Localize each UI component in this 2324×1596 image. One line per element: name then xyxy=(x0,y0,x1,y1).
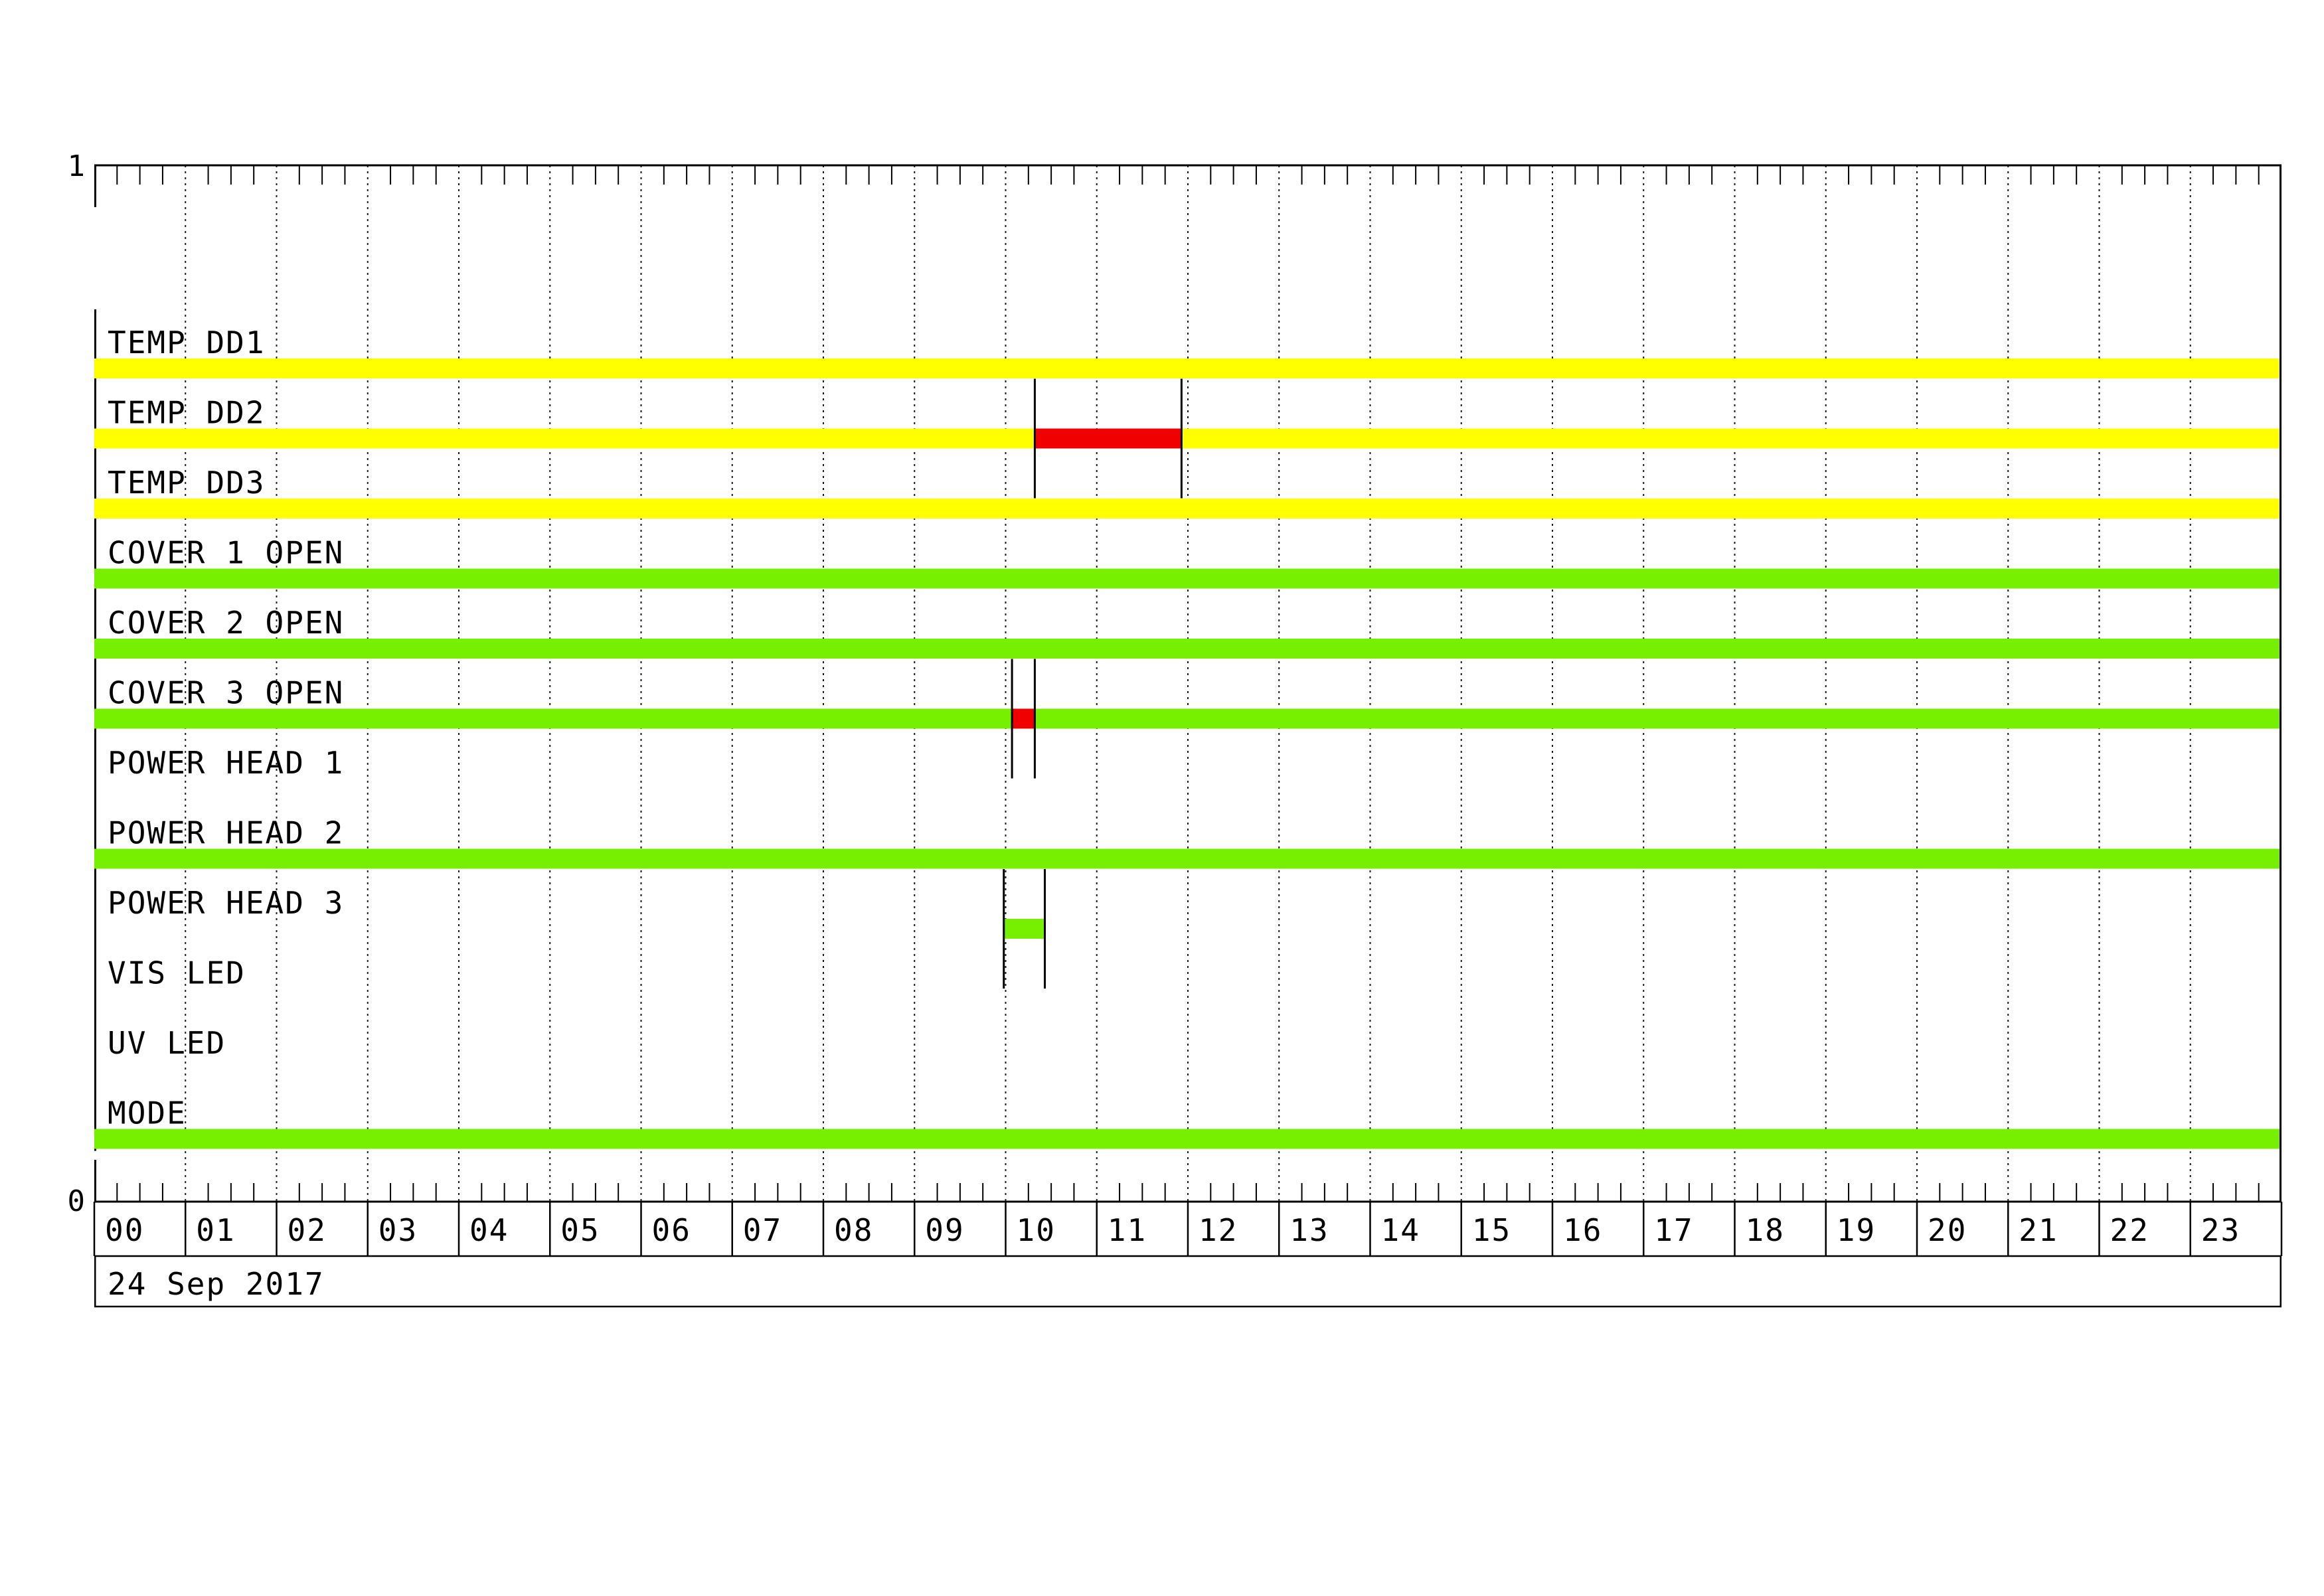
status-bar-segment xyxy=(94,499,2282,519)
hour-label: 04 xyxy=(469,1212,509,1248)
hour-label: 13 xyxy=(1289,1212,1329,1248)
hour-label: 23 xyxy=(2201,1212,2240,1248)
hour-label: 11 xyxy=(1108,1212,1147,1248)
hour-label: 01 xyxy=(196,1212,235,1248)
row-label: MODE xyxy=(108,1095,187,1131)
hour-label: 00 xyxy=(105,1212,144,1248)
row-label: TEMP DD3 xyxy=(108,465,266,501)
hour-label: 14 xyxy=(1381,1212,1420,1248)
status-bar-segment xyxy=(1035,428,1182,449)
status-bar-segment xyxy=(94,639,2282,659)
hour-label: 17 xyxy=(1654,1212,1693,1248)
row-label: TEMP DD1 xyxy=(108,325,266,360)
row-label: POWER HEAD 3 xyxy=(108,885,344,921)
row-label: UV LED xyxy=(108,1025,226,1061)
hour-label: 06 xyxy=(652,1212,691,1248)
y-max-label: 1 xyxy=(68,149,86,183)
hour-label: 07 xyxy=(743,1212,782,1248)
hour-label: 03 xyxy=(378,1212,418,1248)
hour-label: 02 xyxy=(288,1212,327,1248)
hour-label: 22 xyxy=(2110,1212,2149,1248)
status-bar-segment xyxy=(94,568,2282,589)
hour-label: 12 xyxy=(1199,1212,1238,1248)
status-bar-segment xyxy=(94,848,2282,869)
date-label: 24 Sep 2017 xyxy=(108,1266,325,1302)
hour-label: 15 xyxy=(1472,1212,1511,1248)
row-label: COVER 3 OPEN xyxy=(108,675,344,711)
hour-label: 18 xyxy=(1746,1212,1785,1248)
hour-label: 16 xyxy=(1563,1212,1602,1248)
row-label: COVER 2 OPEN xyxy=(108,605,344,641)
y-min-label: 0 xyxy=(68,1184,86,1218)
hour-label: 05 xyxy=(560,1212,600,1248)
row-label: COVER 1 OPEN xyxy=(108,535,344,571)
row-label: POWER HEAD 1 xyxy=(108,745,344,781)
row-label: VIS LED xyxy=(108,955,246,991)
hour-label: 08 xyxy=(834,1212,873,1248)
status-bar-segment xyxy=(94,1129,2282,1149)
hour-label: 21 xyxy=(2019,1212,2058,1248)
status-bar-segment xyxy=(1003,919,1045,939)
status-bar-segment xyxy=(1012,708,1035,729)
status-bar-segment xyxy=(94,428,1035,449)
hour-label: 19 xyxy=(1837,1212,1876,1248)
hour-label: 20 xyxy=(1928,1212,1967,1248)
status-bar-segment xyxy=(94,708,1013,729)
row-label: POWER HEAD 2 xyxy=(108,815,344,851)
status-bar-segment xyxy=(94,359,2282,378)
hour-label: 10 xyxy=(1017,1212,1056,1248)
row-label: TEMP DD2 xyxy=(108,395,266,431)
status-bar-segment xyxy=(1181,428,2282,449)
status-bar-segment xyxy=(1035,708,2282,729)
hour-label: 09 xyxy=(925,1212,964,1248)
